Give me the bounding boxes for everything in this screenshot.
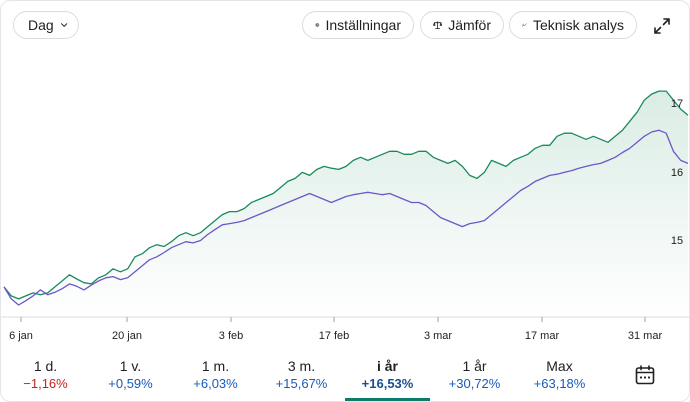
price-chart: 15 16 17 6 jan 20 jan 3 feb 17 feb 3 mar 17 mar 3… [1,90,689,342]
period-tab[interactable]: i år +16,53% [345,347,430,401]
settings-label: Inställningar [325,17,402,33]
active-tab-indicator [345,398,430,401]
x-tick-label: 6 jan [9,330,33,342]
period-tab[interactable]: 1 d. −1,16% [3,347,88,401]
price-area-fill [4,91,688,317]
y-tick-label: 16 [671,167,683,179]
period-tab-change: +63,18% [533,376,586,391]
comparison-line [3,129,689,306]
period-tab[interactable]: 1 m. +6,03% [173,347,258,401]
x-tick-label: 31 mar [628,330,663,342]
period-tab[interactable]: 1 år +30,72% [432,347,517,401]
price-line [3,90,689,300]
calendar-icon[interactable] [634,364,656,386]
y-tick-label: 17 [671,98,683,110]
period-tab-change: +0,59% [108,376,153,391]
x-tick-label: 20 jan [112,330,142,342]
y-tick-label: 15 [671,235,683,247]
period-tab-label: 1 år [462,358,487,374]
period-tab[interactable]: 1 v. +0,59% [88,347,173,401]
period-tab[interactable]: Max +63,18% [517,347,602,401]
expand-icon[interactable] [651,15,673,37]
range-label: Dag [28,17,54,33]
x-tick-label: 17 feb [319,330,350,342]
period-tab-label: 1 v. [119,358,142,374]
period-tab-label: 1 d. [33,358,58,374]
period-tab-label: 3 m. [287,358,316,374]
x-tick-label: 3 mar [424,330,452,342]
trend-line-icon [522,23,527,27]
chevron-down-icon [60,23,67,27]
period-tab-label: 1 m. [201,358,230,374]
period-tabs: 1 d. −1,16% 1 v. +0,59% 1 m. +6,03% 3 m. +15,67… [1,347,689,401]
period-tab-change: +15,67% [275,376,328,391]
technical-analysis-button[interactable]: Teknisk analys [509,11,637,39]
period-tab-change: −1,16% [23,376,68,391]
compare-label: Jämför [448,17,491,33]
x-tick-label: 3 feb [219,330,243,342]
scale-icon [433,21,443,30]
gear-icon [315,22,320,28]
period-tab-change: +16,53% [361,376,414,391]
period-tab[interactable]: 3 m. +15,67% [259,347,344,401]
settings-button[interactable]: Inställningar [302,11,414,39]
x-tick-label: 17 mar [525,330,560,342]
technical-analysis-label: Teknisk analys [532,17,624,33]
range-dropdown[interactable]: Dag [13,11,79,39]
period-tab-label: Max [546,358,573,374]
period-tab-change: +30,72% [448,376,501,391]
period-tab-label: i år [376,358,398,374]
period-tab-change: +6,03% [193,376,238,391]
compare-button[interactable]: Jämför [420,11,504,39]
